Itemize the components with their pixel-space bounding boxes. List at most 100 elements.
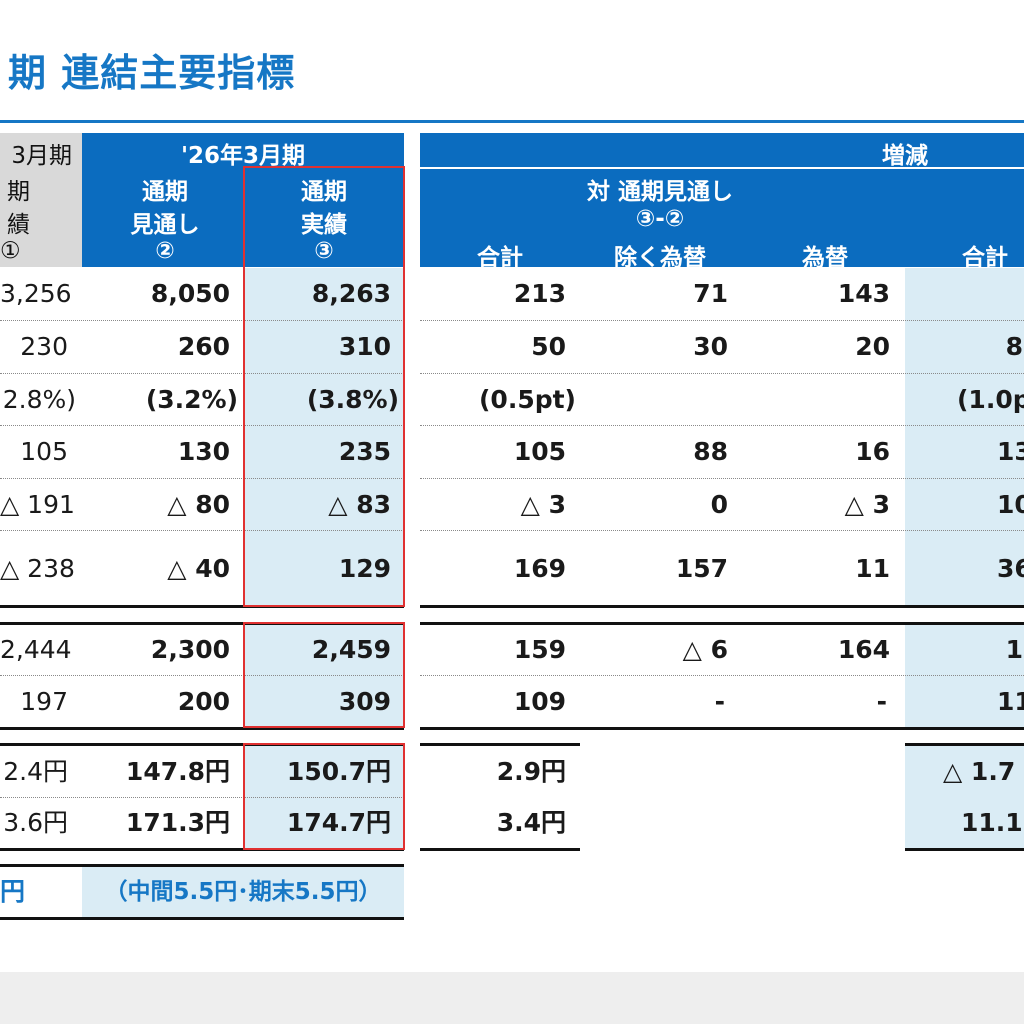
change-fx: △ 3 bbox=[844, 490, 890, 519]
row-divider bbox=[420, 530, 1024, 531]
change-fx: 143 bbox=[837, 279, 890, 308]
section-line bbox=[0, 864, 404, 867]
change-total: 159 bbox=[513, 635, 566, 664]
change-fx: 164 bbox=[837, 635, 890, 664]
change-total: 213 bbox=[513, 279, 566, 308]
row-divider bbox=[420, 425, 1024, 426]
row-divider bbox=[420, 675, 1024, 676]
actual-value: 309 bbox=[338, 687, 391, 716]
change-label: 増減 bbox=[882, 143, 928, 169]
section-line bbox=[0, 727, 404, 730]
row-divider bbox=[420, 478, 1024, 479]
actual-value: 2,459 bbox=[311, 635, 391, 664]
sub-ex-fx-label: 除く為替 bbox=[614, 245, 706, 271]
row-divider bbox=[0, 675, 404, 676]
row-divider bbox=[0, 425, 404, 426]
prev-value: 197 bbox=[20, 687, 68, 716]
change-total-right: 8 bbox=[1005, 332, 1023, 361]
prev-value: △ 238 bbox=[0, 554, 75, 583]
prev-value: 3,256 bbox=[0, 279, 72, 308]
actual-value: 235 bbox=[338, 437, 391, 466]
change-total: △ 3 bbox=[520, 490, 566, 519]
vs-forecast-label: 対 通期見通し bbox=[586, 179, 733, 205]
change-total: 2.9円 bbox=[496, 757, 566, 786]
forecast-value: 8,050 bbox=[150, 279, 230, 308]
fy26-label: '26年3月期 bbox=[180, 143, 306, 169]
change-total-right: 11.1 bbox=[961, 808, 1023, 837]
change-total: 3.4円 bbox=[496, 808, 566, 837]
forecast-value: 171.3円 bbox=[125, 808, 230, 837]
change-ex-fx: 157 bbox=[675, 554, 728, 583]
forecast-value: (3.2%) bbox=[145, 385, 238, 414]
change-fx: 16 bbox=[855, 437, 890, 466]
total-right-shade-bottom bbox=[905, 745, 1024, 849]
actual-label-2: 実績 bbox=[301, 212, 347, 238]
section-line bbox=[0, 605, 404, 608]
actual-value: △ 83 bbox=[328, 490, 391, 519]
prev-value: 2,444 bbox=[0, 635, 72, 664]
section-line bbox=[0, 848, 404, 851]
section-line bbox=[420, 605, 1024, 608]
actual-value: 8,263 bbox=[311, 279, 391, 308]
change-fx: 11 bbox=[855, 554, 890, 583]
change-ex-fx: 71 bbox=[693, 279, 728, 308]
actual-value: 129 bbox=[338, 554, 391, 583]
forecast-label-1: 通期 bbox=[142, 179, 188, 205]
prev-value: 230 bbox=[20, 332, 68, 361]
prev-year-header bbox=[0, 133, 82, 267]
change-total-right: 10 bbox=[997, 490, 1024, 519]
prev-value: 105 bbox=[20, 437, 68, 466]
prev-header-line1: 3月期 bbox=[11, 143, 72, 169]
forecast-value: △ 40 bbox=[167, 554, 230, 583]
dividend-shade bbox=[82, 866, 404, 918]
row-divider bbox=[0, 320, 404, 321]
title-rule bbox=[0, 120, 1024, 123]
footer-band bbox=[0, 972, 1024, 1024]
actual-label-1: 通期 bbox=[301, 179, 347, 205]
actual-value: 150.7円 bbox=[286, 757, 391, 786]
change-ex-fx: 0 bbox=[710, 490, 728, 519]
change-total-right: △ 1.7 bbox=[943, 757, 1016, 786]
highlight-box-mid bbox=[243, 622, 405, 728]
change-total-right bbox=[905, 268, 1024, 320]
prev-value: 3.6円 bbox=[3, 808, 68, 837]
vs-forecast-formula: ③-② bbox=[635, 206, 685, 232]
forecast-label-2: 見通し bbox=[130, 212, 200, 238]
change-total: (0.5pt) bbox=[479, 385, 576, 414]
change-fx: - bbox=[876, 687, 887, 716]
total-right-shade-top bbox=[905, 268, 1024, 605]
change-total-right: 11 bbox=[997, 687, 1024, 716]
section-line bbox=[420, 848, 580, 851]
section-line bbox=[420, 622, 1024, 625]
change-header bbox=[420, 133, 1024, 267]
prev-value: 2.8%) bbox=[2, 385, 76, 414]
prev-header-line2: 期 bbox=[7, 179, 30, 205]
row-divider bbox=[0, 373, 404, 374]
change-total-right: 36 bbox=[997, 554, 1024, 583]
prev-value: 2.4円 bbox=[3, 757, 68, 786]
change-ex-fx: △ 6 bbox=[682, 635, 728, 664]
row-divider bbox=[420, 320, 1024, 321]
forecast-value: △ 80 bbox=[167, 490, 230, 519]
sub-fx-label: 為替 bbox=[802, 245, 848, 271]
prev-value: △ 191 bbox=[0, 490, 75, 519]
actual-value: 310 bbox=[338, 332, 391, 361]
sub-total-label: 合計 bbox=[477, 245, 523, 271]
change-ex-fx: 30 bbox=[693, 332, 728, 361]
sub-total-right-label: 合計 bbox=[962, 245, 1008, 271]
change-fx bbox=[740, 374, 890, 426]
highlight-box-top bbox=[243, 166, 405, 607]
forecast-value: 2,300 bbox=[150, 635, 230, 664]
change-total-right: 1 bbox=[1005, 635, 1023, 664]
actual-value: 174.7円 bbox=[286, 808, 391, 837]
section-line bbox=[420, 727, 1024, 730]
section-line bbox=[905, 848, 1024, 851]
actual-label-3: ③ bbox=[314, 238, 334, 264]
prev-header-line3: 績 bbox=[7, 212, 30, 238]
change-total: 50 bbox=[531, 332, 566, 361]
section-line bbox=[0, 743, 404, 746]
change-fx: 20 bbox=[855, 332, 890, 361]
forecast-label-3: ② bbox=[155, 238, 175, 264]
section-line bbox=[420, 743, 580, 746]
change-total-right: (1.0p bbox=[957, 385, 1024, 414]
